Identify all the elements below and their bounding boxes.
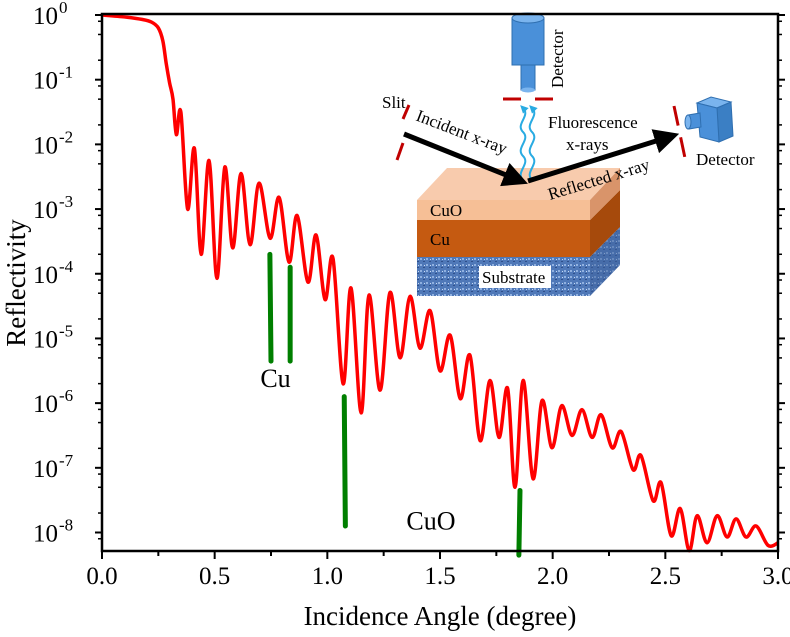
- y-tick-label: 10: [33, 521, 58, 548]
- y-tick-label: 10: [33, 262, 58, 289]
- y-tick-exponent: -3: [59, 192, 73, 211]
- x-tick-label: 1.0: [312, 563, 343, 590]
- x-tick-label: 3.0: [762, 563, 790, 590]
- annotation-cu: Cu: [260, 364, 290, 393]
- series-line-reflectivity: [101, 13, 779, 553]
- y-tick-exponent: -1: [59, 63, 73, 82]
- right-detector-icon: [684, 96, 734, 143]
- curve-layer: [101, 13, 779, 553]
- top-detector-label: Detector: [548, 29, 567, 88]
- y-tick-label: 10: [33, 132, 58, 159]
- y-tick-label: 10: [33, 68, 58, 95]
- element-markers: [267, 251, 523, 558]
- x-tick-label: 1.5: [424, 563, 455, 590]
- x-tick-label: 0.5: [199, 563, 230, 590]
- y-tick-exponent: -6: [59, 386, 73, 405]
- left-slit-bottom: [395, 142, 405, 161]
- annotations: Cu CuO: [260, 364, 455, 535]
- y-axis-title: Reflectivity: [1, 219, 31, 347]
- x-axis-title: Incidence Angle (degree): [304, 601, 577, 631]
- right-slit: [672, 105, 687, 159]
- y-tick-exponent: -4: [59, 257, 74, 276]
- y-tick-label: 10: [33, 3, 58, 30]
- y-tick-label: 10: [33, 391, 58, 418]
- layer-cu-label: Cu: [430, 230, 450, 249]
- right-detector-label: Detector: [696, 150, 755, 169]
- fluorescence-wave-2: [528, 105, 538, 181]
- xrr-setup-schematic: CuO Cu Substrate Detector Slit Incident …: [382, 12, 755, 296]
- axis-ticks: [95, 14, 785, 559]
- x-tick-labels: 0.0 0.5 1.0 1.5 2.0 2.5 3.0: [86, 563, 790, 590]
- top-detector-icon: [511, 12, 545, 93]
- y-tick-exponent: -5: [59, 321, 73, 340]
- x-tick-label: 2.0: [537, 563, 568, 590]
- slit-label: Slit: [382, 93, 406, 112]
- x-tick-label: 2.5: [650, 563, 681, 590]
- marker-cuo: [341, 394, 348, 529]
- marker-cuo: [516, 487, 523, 558]
- y-tick-label: 10: [33, 326, 58, 353]
- incident-xray-label: Incident x-ray: [414, 106, 511, 158]
- substrate-label-bg: [479, 266, 551, 288]
- y-tick-exponent: 0: [59, 0, 68, 17]
- y-tick-exponent: -2: [59, 127, 73, 146]
- layer-cuo-label: CuO: [430, 201, 462, 220]
- y-tick-label: 10: [33, 456, 58, 483]
- fluorescence-label-2: x-rays: [566, 135, 608, 154]
- marker-cu: [267, 251, 274, 364]
- fluorescence-label-1: Fluorescence: [548, 113, 638, 132]
- x-tick-label: 0.0: [86, 563, 117, 590]
- cu-layer: [417, 190, 620, 257]
- substrate-layer: [417, 227, 620, 296]
- layer-substrate-label: Substrate: [482, 268, 545, 287]
- annotation-cuo: CuO: [406, 506, 455, 535]
- y-tick-exponent: -7: [59, 451, 74, 470]
- y-tick-exponent: -8: [59, 516, 73, 535]
- incident-xray-arrow: [403, 131, 528, 187]
- y-tick-label: 10: [33, 197, 58, 224]
- left-slit-top: [401, 104, 411, 120]
- reflected-xray-arrow: [527, 129, 680, 184]
